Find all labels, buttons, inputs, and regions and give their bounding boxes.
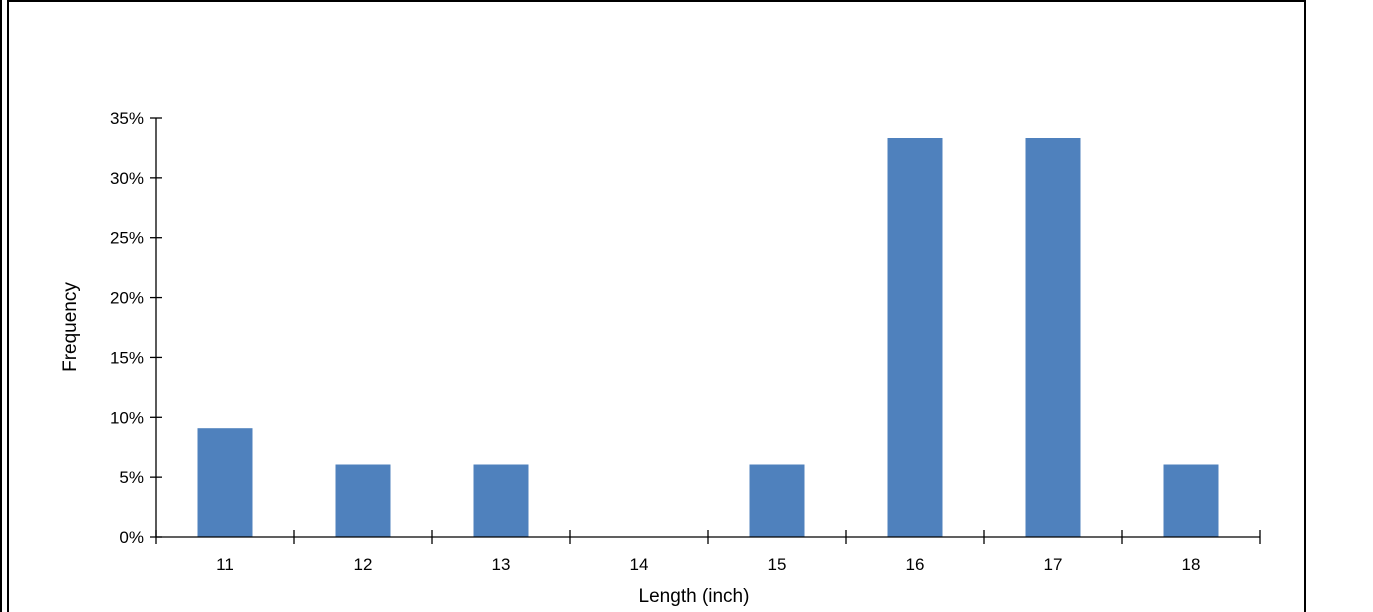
axes-layer: 0% 5% 10% 15% 20% 25% 30% 35% 11 12 13 14 15 16 17 18	[110, 109, 1261, 574]
x-tick-label: 14	[630, 555, 649, 574]
y-tick-label: 0%	[119, 528, 144, 547]
bar-13	[473, 464, 529, 537]
x-tick-label: 15	[768, 555, 787, 574]
bar-15	[749, 464, 805, 537]
bar-17	[1025, 138, 1081, 537]
x-tick-label: 12	[354, 555, 373, 574]
bar-12	[335, 464, 391, 537]
y-tick-label: 25%	[110, 229, 144, 248]
x-tick-label: 13	[492, 555, 511, 574]
x-tick-label: 18	[1182, 555, 1201, 574]
x-tick-label: 16	[906, 555, 925, 574]
y-tick-label: 35%	[110, 109, 144, 128]
y-tick-label: 10%	[110, 408, 144, 427]
y-tick-label: 5%	[119, 468, 144, 487]
bar-11	[197, 428, 253, 537]
y-axis-title: Frequency	[60, 282, 81, 372]
bar-18	[1163, 464, 1219, 537]
bars-layer	[197, 138, 1219, 537]
bar-16	[887, 138, 943, 537]
y-tick-label: 30%	[110, 169, 144, 188]
x-tick-label: 11	[216, 555, 234, 574]
x-tick-label: 17	[1044, 555, 1063, 574]
y-tick-label: 20%	[110, 289, 144, 308]
x-axis-title: Length (inch)	[639, 586, 750, 607]
y-tick-label: 15%	[110, 348, 144, 367]
